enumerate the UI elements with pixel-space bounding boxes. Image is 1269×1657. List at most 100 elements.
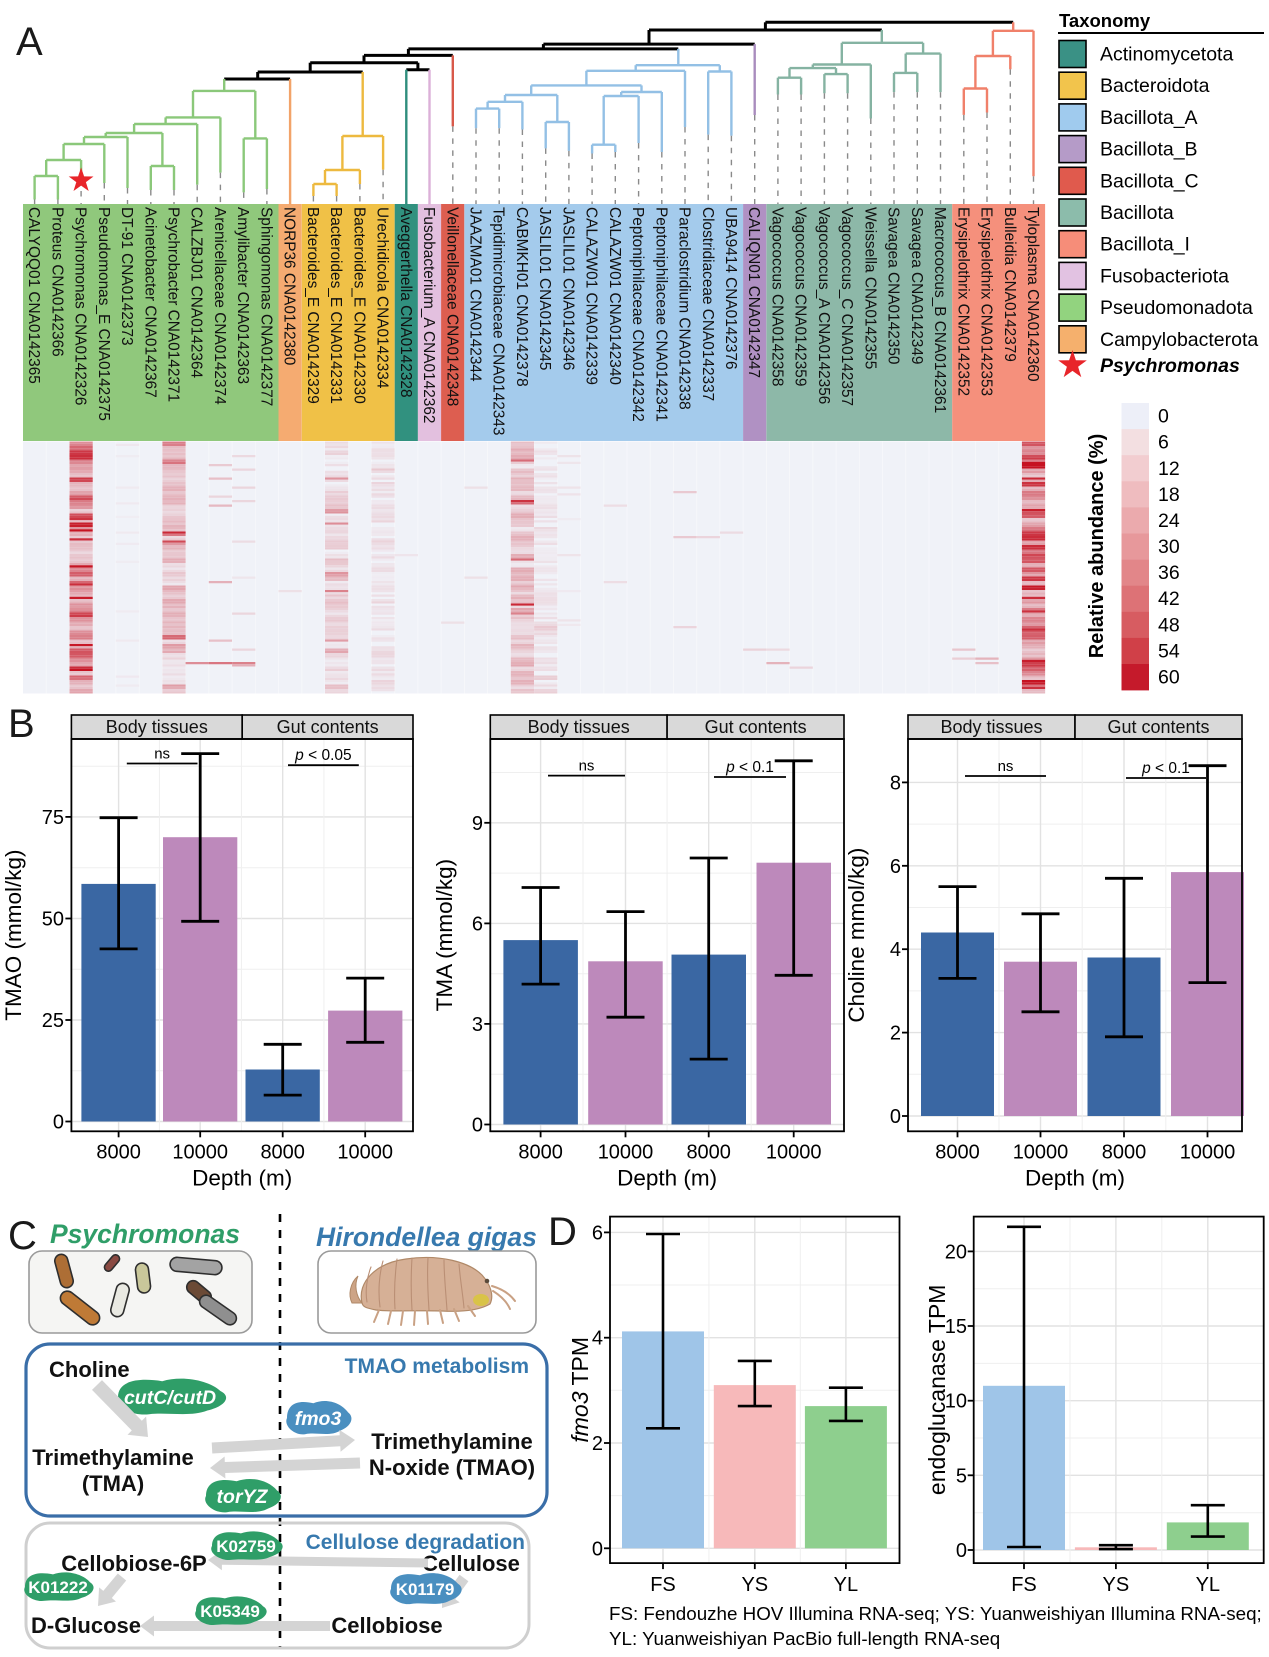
svg-text:Depth (m): Depth (m)	[617, 1165, 717, 1190]
svg-text:Cellulose degradation: Cellulose degradation	[306, 1531, 525, 1554]
svg-text:TMA (mmol/kg): TMA (mmol/kg)	[432, 859, 457, 1012]
svg-text:Vagococcus_A CNA0142356: Vagococcus_A CNA0142356	[815, 207, 832, 404]
svg-text:Body tissues: Body tissues	[940, 717, 1042, 737]
svg-text:Relative abundance (%): Relative abundance (%)	[1086, 434, 1108, 659]
svg-text:10000: 10000	[766, 1141, 822, 1163]
svg-text:Psychrobacter CNA0142371: Psychrobacter CNA0142371	[165, 207, 182, 402]
svg-text:K01222: K01222	[28, 1578, 88, 1597]
svg-text:Vagococcus_C CNA0142357: Vagococcus_C CNA0142357	[838, 207, 855, 406]
svg-text:Bacteroides_E CNA0142330: Bacteroides_E CNA0142330	[350, 207, 367, 404]
svg-text:ns: ns	[579, 758, 595, 775]
svg-text:8000: 8000	[1102, 1141, 1147, 1163]
svg-text:24: 24	[1158, 510, 1180, 532]
svg-text:torYZ: torYZ	[217, 1486, 269, 1508]
svg-text:Sphingomonas CNA0142377: Sphingomonas CNA0142377	[257, 207, 274, 406]
svg-text:6: 6	[592, 1222, 603, 1244]
svg-text:UBA9414 CNA0142376: UBA9414 CNA0142376	[722, 207, 739, 370]
svg-text:K01179: K01179	[396, 1580, 455, 1599]
svg-text:Fusobacteriota: Fusobacteriota	[1100, 265, 1229, 287]
svg-text:YS: YS	[1103, 1574, 1130, 1596]
svg-text:A: A	[16, 20, 43, 64]
svg-text:8000: 8000	[935, 1141, 980, 1163]
svg-text:fmo3: fmo3	[295, 1408, 342, 1430]
svg-text:2: 2	[592, 1433, 603, 1455]
svg-text:18: 18	[1158, 484, 1180, 506]
svg-text:Clostridiaceae CNA0142337: Clostridiaceae CNA0142337	[699, 207, 716, 401]
svg-text:CALIQN01 CNA0142347: CALIQN01 CNA0142347	[745, 207, 762, 378]
svg-text:8000: 8000	[518, 1141, 563, 1163]
svg-text:4: 4	[592, 1328, 603, 1350]
svg-text:Body tissues: Body tissues	[106, 717, 208, 737]
svg-text:9: 9	[472, 813, 483, 835]
svg-text:5: 5	[956, 1465, 967, 1487]
svg-text:6: 6	[890, 856, 901, 878]
svg-text:K02759: K02759	[216, 1537, 276, 1556]
svg-text:6: 6	[472, 913, 483, 935]
svg-text:Actinomycetota: Actinomycetota	[1100, 44, 1233, 66]
svg-text:Gut contents: Gut contents	[705, 717, 807, 737]
svg-text:36: 36	[1158, 562, 1180, 584]
svg-text:Amylibacter CNA0142363: Amylibacter CNA0142363	[234, 207, 251, 384]
svg-text:JASLIL01 CNA0142346: JASLIL01 CNA0142346	[559, 207, 576, 370]
svg-text:cutC/cutD: cutC/cutD	[124, 1387, 216, 1409]
svg-text:Paraclostridium CNA0142338: Paraclostridium CNA0142338	[676, 207, 693, 410]
svg-text:Psychromonas: Psychromonas	[1100, 355, 1240, 377]
svg-text:Bacillota_C: Bacillota_C	[1100, 170, 1199, 192]
svg-text:p < 0.1: p < 0.1	[725, 759, 774, 776]
svg-text:CABMKH01 CNA0142378: CABMKH01 CNA0142378	[513, 207, 530, 387]
svg-text:DT-91 CNA0142373: DT-91 CNA0142373	[118, 207, 135, 346]
svg-text:10000: 10000	[1180, 1141, 1236, 1163]
svg-text:FS: FS	[1011, 1574, 1037, 1596]
svg-text:D: D	[548, 1210, 577, 1254]
svg-text:10000: 10000	[172, 1141, 228, 1163]
svg-text:Bacillota_I: Bacillota_I	[1100, 234, 1190, 256]
svg-text:ns: ns	[154, 746, 170, 763]
svg-text:Campylobacterota: Campylobacterota	[1100, 329, 1258, 351]
svg-text:CALAZW01 CNA0142340: CALAZW01 CNA0142340	[606, 207, 623, 385]
svg-text:D-Glucose: D-Glucose	[31, 1613, 141, 1638]
svg-text:8000: 8000	[96, 1141, 141, 1163]
svg-text:60: 60	[1158, 667, 1180, 689]
svg-text:Tyloplasma CNA0142360: Tyloplasma CNA0142360	[1024, 207, 1041, 382]
svg-text:54: 54	[1158, 640, 1180, 662]
svg-text:Peptoniphilaceae CNA0142342: Peptoniphilaceae CNA0142342	[629, 207, 646, 422]
svg-text:K05349: K05349	[200, 1602, 260, 1621]
svg-text:Body tissues: Body tissues	[528, 717, 630, 737]
svg-text:TMAO (mmol/kg): TMAO (mmol/kg)	[1, 849, 26, 1020]
svg-text:Bacteroidota: Bacteroidota	[1100, 75, 1210, 97]
svg-text:30: 30	[1158, 536, 1180, 558]
svg-text:endoglucanase TPM: endoglucanase TPM	[924, 1285, 950, 1496]
svg-text:TMAO metabolism: TMAO metabolism	[345, 1355, 529, 1378]
svg-text:Choline mmol/kg): Choline mmol/kg)	[844, 848, 869, 1023]
svg-text:Choline: Choline	[49, 1357, 130, 1382]
svg-text:42: 42	[1158, 588, 1180, 610]
svg-text:Acinetobacter CNA0142367: Acinetobacter CNA0142367	[141, 207, 158, 398]
svg-text:YL: Yuanweishiyan PacBio full-: YL: Yuanweishiyan PacBio full-length RNA…	[609, 1628, 1000, 1649]
svg-text:FS: Fendouzhe HOV Illumina RNA: FS: Fendouzhe HOV Illumina RNA-seq; YS: …	[609, 1603, 1262, 1624]
svg-text:Bacillota_A: Bacillota_A	[1100, 107, 1198, 129]
svg-text:10000: 10000	[1013, 1141, 1069, 1163]
svg-text:Bacteroides_E CNA0142331: Bacteroides_E CNA0142331	[327, 207, 344, 404]
svg-text:Pseudomonas_E CNA0142375: Pseudomonas_E CNA0142375	[95, 207, 112, 421]
svg-text:6: 6	[1158, 432, 1169, 454]
svg-text:75: 75	[42, 807, 64, 829]
svg-text:N-oxide (TMAO): N-oxide (TMAO)	[369, 1455, 535, 1480]
svg-text:0: 0	[592, 1538, 603, 1560]
svg-text:B: B	[8, 702, 35, 746]
svg-text:20: 20	[945, 1241, 967, 1263]
svg-text:25: 25	[42, 1010, 64, 1032]
svg-text:Erysipelothrix CNA0142352: Erysipelothrix CNA0142352	[954, 207, 971, 396]
svg-text:Depth (m): Depth (m)	[192, 1165, 292, 1190]
svg-text:48: 48	[1158, 614, 1180, 636]
svg-text:Trimethylamine: Trimethylamine	[32, 1445, 193, 1470]
svg-text:Gut contents: Gut contents	[277, 717, 379, 737]
svg-text:p < 0.05: p < 0.05	[294, 747, 351, 764]
svg-text:Tepidimicrobiaceae CNA0142343: Tepidimicrobiaceae CNA0142343	[490, 207, 507, 435]
svg-text:10000: 10000	[598, 1141, 654, 1163]
svg-text:Arenicellaceae CNA0142374: Arenicellaceae CNA0142374	[211, 207, 228, 405]
svg-text:JAAZMA01 CNA0142344: JAAZMA01 CNA0142344	[467, 207, 484, 382]
svg-text:CALZBJ01 CNA0142364: CALZBJ01 CNA0142364	[188, 207, 205, 379]
svg-text:12: 12	[1158, 458, 1180, 480]
svg-text:CALYQQ01 CNA0142365: CALYQQ01 CNA0142365	[25, 207, 42, 384]
svg-text:Vagococcus CNA0142359: Vagococcus CNA0142359	[792, 207, 809, 386]
